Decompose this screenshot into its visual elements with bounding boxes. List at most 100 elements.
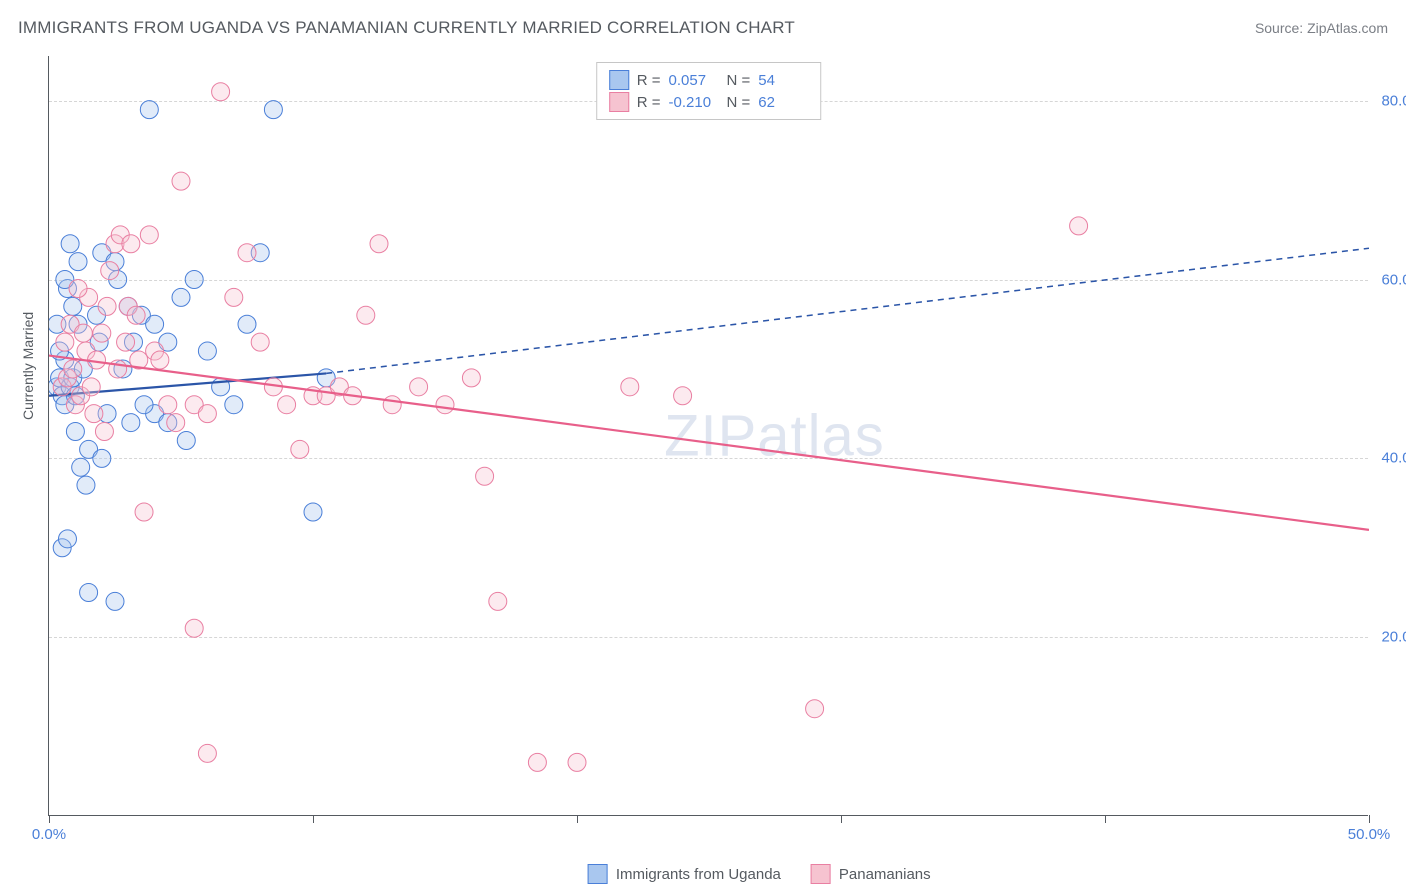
data-point [291, 440, 309, 458]
legend-label: Immigrants from Uganda [616, 866, 781, 883]
data-point [568, 753, 586, 771]
data-point [122, 235, 140, 253]
data-point [357, 306, 375, 324]
legend-bottom-item: Immigrants from Uganda [588, 864, 781, 884]
n-label: N = [727, 94, 751, 111]
data-point [304, 503, 322, 521]
x-tick-label: 50.0% [1348, 826, 1391, 843]
x-tick [577, 815, 578, 823]
data-point [64, 297, 82, 315]
data-point [106, 592, 124, 610]
data-point [238, 315, 256, 333]
legend-swatch [588, 864, 608, 884]
y-axis-label: Currently Married [20, 312, 36, 420]
data-point [177, 431, 195, 449]
data-point [135, 396, 153, 414]
data-point [93, 324, 111, 342]
regression-line-extrap [326, 248, 1369, 373]
data-point [476, 467, 494, 485]
data-point [127, 306, 145, 324]
data-point [238, 244, 256, 262]
x-tick [313, 815, 314, 823]
data-point [436, 396, 454, 414]
data-point [109, 360, 127, 378]
chart-title: IMMIGRANTS FROM UGANDA VS PANAMANIAN CUR… [18, 18, 795, 38]
x-tick [49, 815, 50, 823]
data-point [410, 378, 428, 396]
data-point [69, 253, 87, 271]
legend-swatch [609, 92, 629, 112]
data-point [462, 369, 480, 387]
data-point [95, 423, 113, 441]
data-point [167, 414, 185, 432]
n-value: 54 [758, 72, 808, 89]
data-point [140, 101, 158, 119]
data-point [69, 279, 87, 297]
data-point [225, 288, 243, 306]
x-tick [1105, 815, 1106, 823]
regression-line [49, 356, 1369, 530]
y-tick-label: 20.0% [1381, 629, 1406, 646]
data-point [85, 405, 103, 423]
r-label: R = [637, 94, 661, 111]
y-tick-label: 40.0% [1381, 450, 1406, 467]
data-point [185, 619, 203, 637]
data-point [489, 592, 507, 610]
title-bar: IMMIGRANTS FROM UGANDA VS PANAMANIAN CUR… [18, 18, 1388, 38]
data-point [383, 396, 401, 414]
data-point [172, 288, 190, 306]
r-value: -0.210 [669, 94, 719, 111]
data-point [198, 744, 216, 762]
data-point [101, 262, 119, 280]
data-point [806, 700, 824, 718]
y-tick-label: 80.0% [1381, 92, 1406, 109]
r-value: 0.057 [669, 72, 719, 89]
series-legend: Immigrants from Uganda Panamanians [588, 864, 931, 884]
data-point [225, 396, 243, 414]
data-point [621, 378, 639, 396]
y-tick-label: 60.0% [1381, 271, 1406, 288]
data-point [251, 333, 269, 351]
data-point [278, 396, 296, 414]
data-point [264, 101, 282, 119]
data-point [212, 83, 230, 101]
legend-top-row: R =0.057N =54 [609, 70, 809, 90]
data-point [185, 271, 203, 289]
r-label: R = [637, 72, 661, 89]
data-point [122, 414, 140, 432]
legend-swatch [609, 70, 629, 90]
source-label: Source: ZipAtlas.com [1255, 20, 1388, 36]
data-point [64, 360, 82, 378]
data-point [198, 405, 216, 423]
n-value: 62 [758, 94, 808, 111]
x-tick [1369, 815, 1370, 823]
data-point [135, 503, 153, 521]
data-point [528, 753, 546, 771]
legend-label: Panamanians [839, 866, 931, 883]
x-tick [841, 815, 842, 823]
data-point [98, 297, 116, 315]
data-point [172, 172, 190, 190]
data-point [58, 530, 76, 548]
data-point [140, 226, 158, 244]
plot-area: ZIPatlas R =0.057N =54R =-0.210N =62 20.… [48, 56, 1368, 816]
data-point [198, 342, 216, 360]
data-point [80, 583, 98, 601]
data-point [1070, 217, 1088, 235]
x-tick-label: 0.0% [32, 826, 66, 843]
scatter-svg [49, 56, 1369, 816]
data-point [72, 458, 90, 476]
legend-top-row: R = -0.210 N = 62 [609, 92, 809, 112]
data-point [74, 324, 92, 342]
data-point [56, 333, 74, 351]
data-point [674, 387, 692, 405]
data-point [146, 315, 164, 333]
data-point [66, 423, 84, 441]
data-point [117, 333, 135, 351]
data-point [61, 235, 79, 253]
data-point [77, 476, 95, 494]
data-point [159, 396, 177, 414]
data-point [370, 235, 388, 253]
legend-swatch [811, 864, 831, 884]
correlation-legend: R = 0.057 N = 54 R = -0.210 N = 62 [596, 62, 822, 120]
